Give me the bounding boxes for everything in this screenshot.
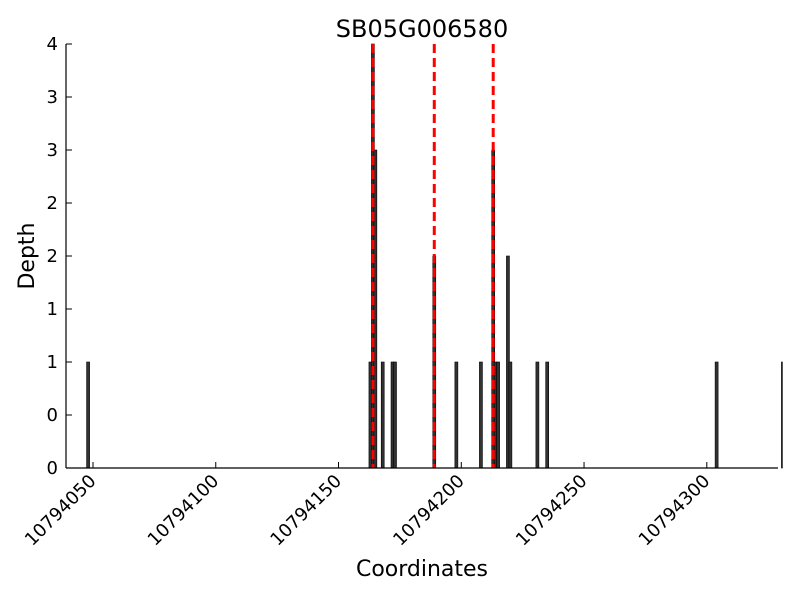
- y-tick-label-7: 3: [47, 87, 58, 108]
- y-tick-label-0: 0: [47, 458, 58, 479]
- y-tick-label-6: 3: [47, 140, 58, 161]
- bar-0: [86, 361, 90, 469]
- y-tick-label-4: 2: [47, 246, 58, 267]
- bar-12: [496, 361, 500, 469]
- bar-4: [380, 361, 385, 469]
- bar-3: [373, 149, 378, 469]
- x-tick-label-4: 10794250: [512, 471, 592, 551]
- x-tick-label-2: 10794150: [266, 471, 346, 551]
- bar-18: [781, 361, 783, 469]
- y-axis-ticks: 0 0 1 1 2 2 3 3 4: [47, 34, 72, 479]
- chart-title: SB05G006580: [336, 15, 508, 43]
- y-tick-label-3: 1: [47, 299, 58, 320]
- markers-layer: [371, 44, 495, 468]
- x-tick-label-0: 10794050: [21, 471, 101, 551]
- y-axis-label: Depth: [15, 222, 40, 289]
- x-axis-ticks: 10794050 10794100 10794150 10794200 10794250…: [21, 462, 714, 550]
- bar-16: [545, 361, 550, 469]
- x-tick-label-5: 10794300: [635, 471, 715, 551]
- axes: [65, 44, 778, 469]
- x-axis-label: Coordinates: [356, 557, 488, 582]
- bar-9: [479, 361, 483, 469]
- y-tick-label-2: 1: [47, 352, 58, 373]
- y-tick-label-1: 0: [47, 405, 58, 426]
- x-tick-label-1: 10794100: [144, 471, 224, 551]
- y-tick-label-8: 4: [47, 34, 58, 55]
- bars-layer: [86, 43, 783, 469]
- bar-17: [714, 361, 719, 469]
- x-tick-label-3: 10794200: [389, 471, 469, 551]
- bar-14: [508, 361, 513, 469]
- bar-15: [535, 361, 540, 469]
- bar-8: [454, 361, 459, 469]
- bar-6: [393, 361, 397, 469]
- y-tick-label-5: 2: [47, 193, 58, 214]
